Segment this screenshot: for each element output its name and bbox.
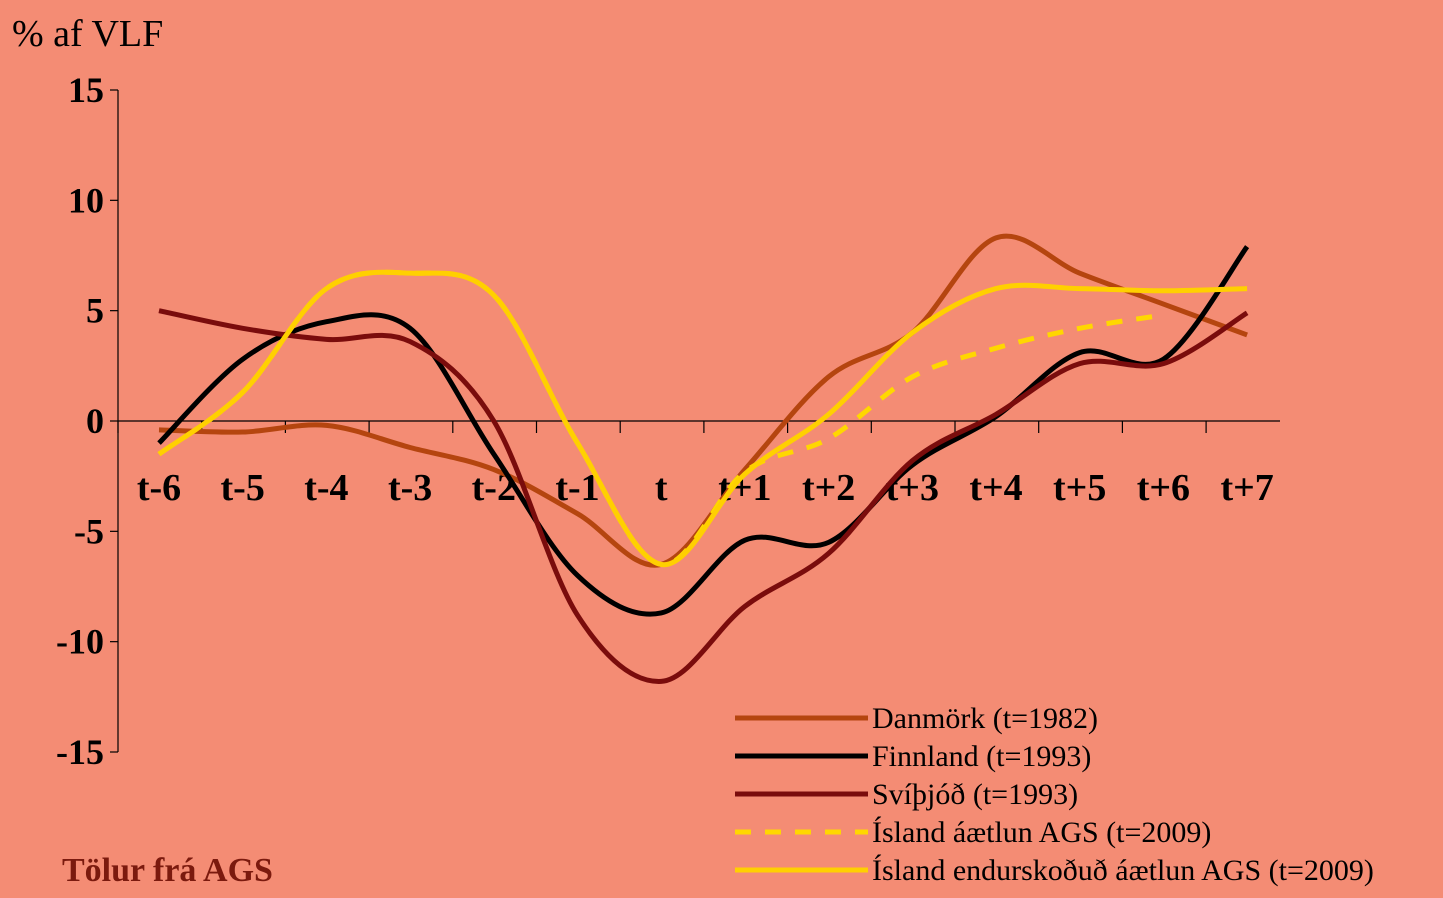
x-tick-label: t+4 bbox=[969, 467, 1022, 509]
series-line-4 bbox=[157, 269, 1164, 567]
y-tick-label: 5 bbox=[86, 291, 104, 331]
y-tick-label: -5 bbox=[74, 511, 104, 551]
legend-label-5: Ísland endurskoðuð áætlun AGS (t=2009) bbox=[872, 854, 1374, 887]
x-tick-label: t-2 bbox=[472, 467, 516, 509]
legend-label-3: Svíþjóð (t=1993) bbox=[872, 778, 1078, 811]
y-tick-label: 15 bbox=[68, 70, 104, 110]
x-tick-label: t+2 bbox=[802, 467, 855, 509]
legend-label-2: Finnland (t=1993) bbox=[872, 740, 1091, 773]
y-tick-label: 10 bbox=[68, 180, 104, 220]
y-tick-label: -10 bbox=[56, 622, 104, 662]
series-line-3 bbox=[158, 308, 1249, 684]
series-line-5 bbox=[157, 269, 1248, 567]
x-tick-label: t-3 bbox=[388, 467, 432, 509]
y-tick-label: -15 bbox=[56, 732, 104, 772]
x-tick-label: t+3 bbox=[886, 467, 939, 509]
legend-label-4: Ísland áætlun AGS (t=2009) bbox=[872, 816, 1211, 849]
x-tick-label: t-6 bbox=[137, 467, 181, 509]
x-tick-label: t+5 bbox=[1053, 467, 1106, 509]
series-line-2 bbox=[157, 245, 1250, 617]
source-note: Tölur frá AGS bbox=[62, 852, 273, 889]
y-unit-label: % af VLF bbox=[12, 13, 164, 55]
x-tick-label: t bbox=[655, 467, 668, 509]
y-tick-label: 0 bbox=[86, 401, 104, 441]
x-tick-label: t+7 bbox=[1220, 467, 1273, 509]
legend-label-1: Danmörk (t=1982) bbox=[872, 702, 1098, 735]
series-line-1 bbox=[158, 233, 1248, 568]
x-tick-label: t-4 bbox=[304, 467, 348, 509]
x-tick-label: t+6 bbox=[1137, 467, 1190, 509]
x-tick-label: t-5 bbox=[221, 467, 265, 509]
